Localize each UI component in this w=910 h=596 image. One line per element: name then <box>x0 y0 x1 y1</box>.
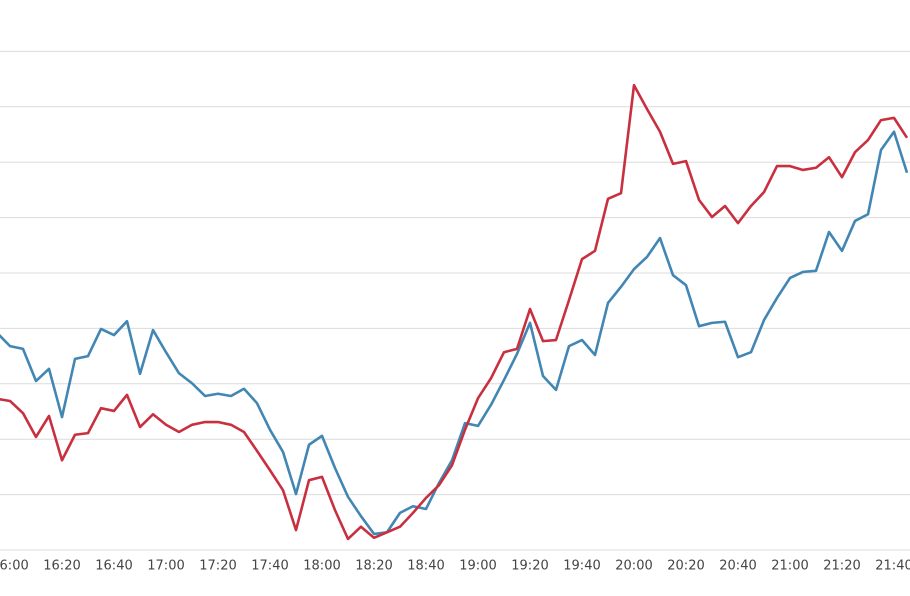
x-tick-label: 21:40 <box>875 559 910 574</box>
x-tick-label: 19:40 <box>563 559 600 574</box>
x-tick-label: 18:40 <box>407 559 444 574</box>
x-tick-label: 17:00 <box>147 559 184 574</box>
x-tick-label: 16:20 <box>43 559 80 574</box>
x-tick-label: 18:00 <box>303 559 340 574</box>
x-tick-label: 19:00 <box>459 559 496 574</box>
x-tick-label: 16:40 <box>95 559 132 574</box>
x-tick-label: 20:00 <box>615 559 652 574</box>
x-tick-label: 20:20 <box>667 559 704 574</box>
x-tick-label: 18:20 <box>355 559 392 574</box>
data-line <box>0 130 909 536</box>
x-tick-label: 21:20 <box>823 559 860 574</box>
x-tick-label: 17:20 <box>199 559 236 574</box>
x-tick-label: 20:40 <box>719 559 756 574</box>
data-line <box>0 83 909 541</box>
x-tick-label: 17:40 <box>251 559 288 574</box>
x-tick-label: 16:00 <box>0 559 29 574</box>
x-tick-label: 21:00 <box>771 559 808 574</box>
x-tick-label: 19:20 <box>511 559 548 574</box>
